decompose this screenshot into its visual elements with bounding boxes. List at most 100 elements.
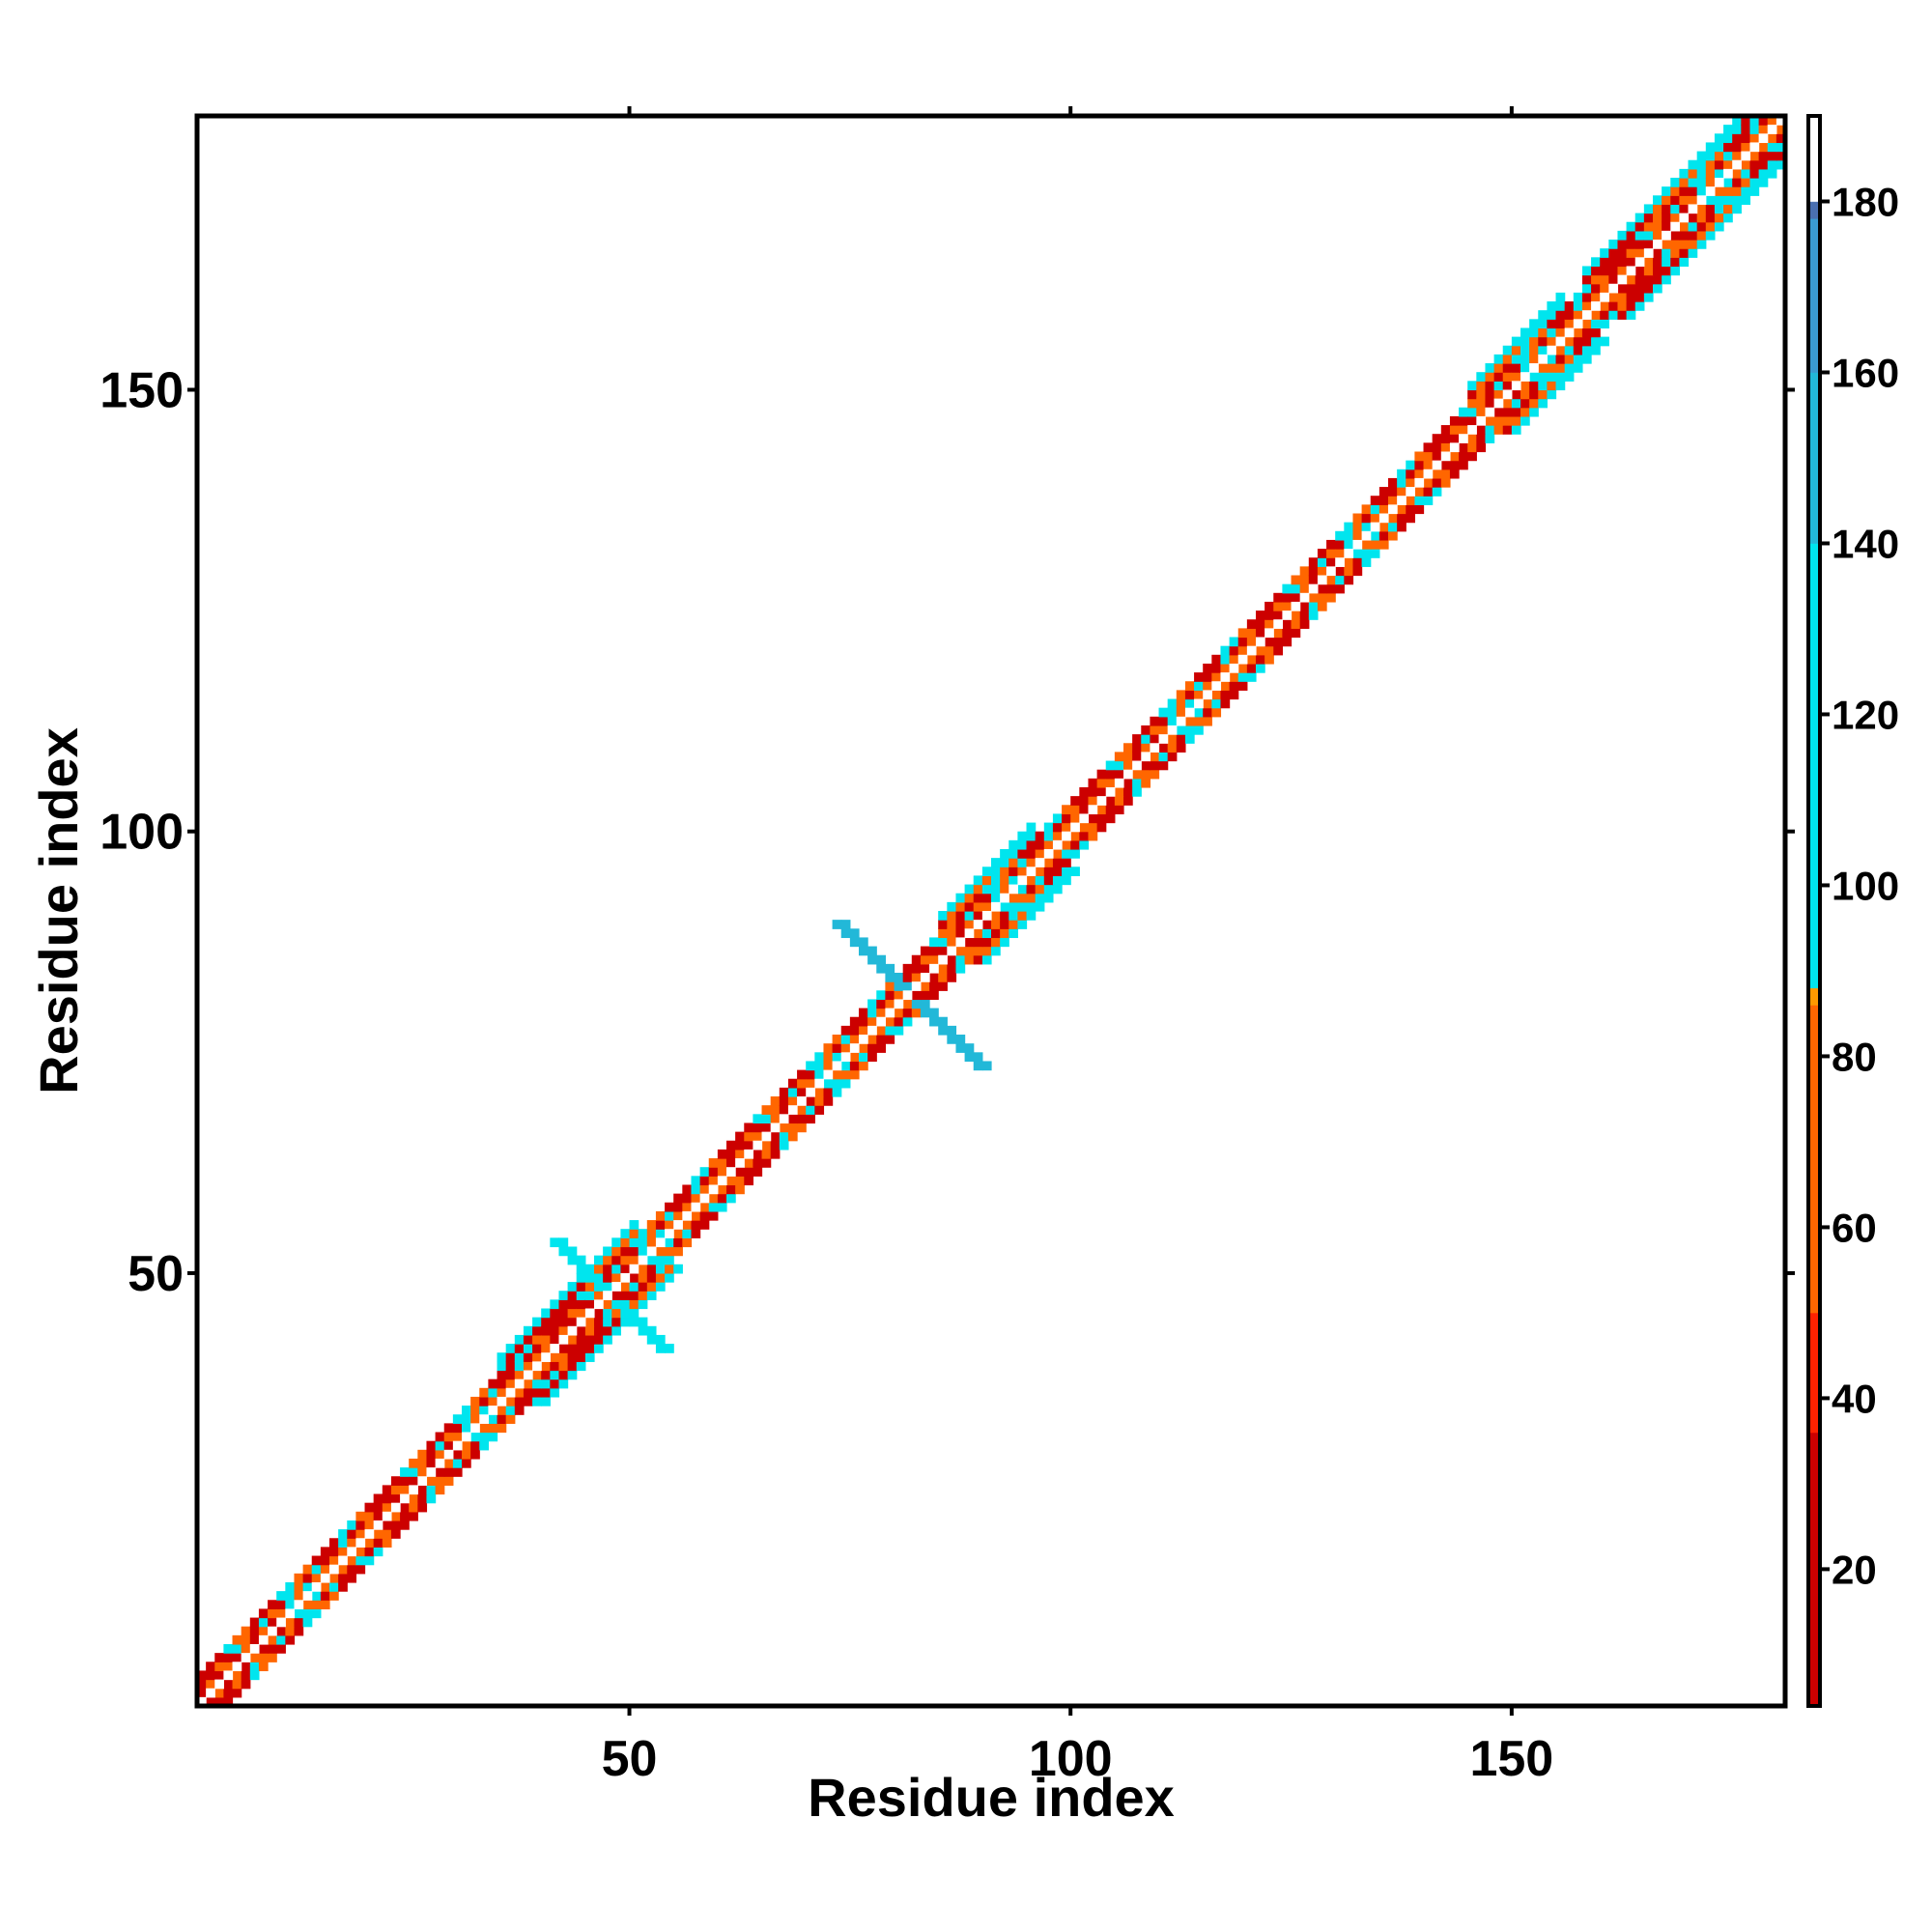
heatmap-cell [1176,690,1186,700]
heatmap-cell [523,1396,533,1406]
heatmap-cell [1026,831,1037,841]
heatmap-cell [1529,327,1539,338]
heatmap-cell [249,1670,260,1681]
heatmap-cell [1696,151,1707,161]
heatmap-cell [1705,142,1716,153]
heatmap-cell [1591,301,1601,311]
heatmap-cell [1388,513,1398,524]
heatmap-cell [364,1511,375,1521]
heatmap-cell [523,1370,533,1380]
heatmap-cell [1511,372,1521,382]
heatmap-cell [1520,336,1530,347]
heatmap-cell [443,1476,454,1486]
heatmap-cell [532,1378,542,1389]
heatmap-cell [1617,240,1628,249]
heatmap-cell [885,999,895,1009]
heatmap-cell [1573,310,1583,320]
heatmap-cell [973,893,983,903]
heatmap-cell [717,1167,727,1177]
heatmap-cell [550,1325,560,1336]
heatmap-cell [232,1662,242,1672]
heatmap-cell [488,1387,498,1398]
heatmap-cell [1009,867,1018,877]
heatmap-cell [991,858,1001,867]
heatmap-cell [302,1591,313,1601]
heatmap-cell [1167,734,1178,744]
heatmap-cell [682,1229,693,1238]
heatmap-cell [885,1025,895,1036]
heatmap-cell [417,1493,428,1504]
heatmap-cell [1653,204,1662,214]
heatmap-cell [320,1555,330,1566]
heatmap-cell [541,1396,551,1406]
heatmap-cell [1670,248,1680,258]
heatmap-cell [1123,778,1133,788]
heatmap-cell [214,1670,224,1681]
heatmap-cell [1150,752,1160,762]
heatmap-cell [832,920,842,929]
heatmap-cell [550,1352,560,1362]
heatmap-cell [1141,752,1151,762]
heatmap-cell [355,1547,366,1557]
heatmap-cell [823,1043,834,1053]
heatmap-cell [1485,398,1495,409]
heatmap-cell [779,1122,789,1133]
heatmap-cell [1211,698,1222,709]
heatmap-cell [964,928,975,939]
heatmap-cell [1062,813,1071,824]
heatmap-cell [443,1449,454,1460]
heatmap-cell [594,1272,604,1283]
heatmap-cell [497,1378,507,1389]
heatmap-cell [558,1344,569,1353]
heatmap-cell [497,1396,507,1406]
heatmap-cell [241,1643,251,1654]
heatmap-cell [655,1282,666,1292]
heatmap-cell [1132,734,1142,744]
heatmap-cell [1723,133,1733,144]
heatmap-cell [682,1237,693,1248]
heatmap-cell [276,1617,286,1628]
heatmap-cell [964,1052,975,1063]
heatmap-cell [673,1229,683,1238]
heatmap-cell [1070,822,1080,833]
heatmap-cell [1423,469,1434,479]
heatmap-cell [1397,513,1406,524]
heatmap-cell [1352,522,1363,532]
heatmap-cell [1732,204,1742,214]
heatmap-cell [550,1308,560,1319]
heatmap-cell [1388,522,1398,532]
heatmap-cell [1573,292,1583,302]
heatmap-cell [479,1414,489,1424]
heatmap-cell [1555,381,1566,391]
heatmap-cell [1714,195,1724,206]
heatmap-cell [947,963,957,974]
heatmap-cell [311,1555,322,1566]
heatmap-cell [955,963,966,974]
heatmap-cell [1476,407,1487,417]
heatmap-cell [947,901,957,912]
heatmap-cell [611,1325,621,1336]
heatmap-cell [1158,760,1169,771]
heatmap-cell [1555,319,1566,329]
heatmap-cell [1317,566,1327,577]
heatmap-cell [1264,645,1274,656]
heatmap-cell [382,1538,392,1548]
heatmap-cell [1299,566,1310,577]
heatmap-cell [435,1449,445,1460]
heatmap-cell [302,1573,313,1583]
heatmap-cell [329,1573,339,1583]
heatmap-cell [646,1272,657,1283]
heatmap-cell [1035,839,1045,850]
heatmap-cell [1520,363,1530,373]
heatmap-cell [603,1317,612,1327]
heatmap-cell [1043,831,1054,841]
heatmap-cell [1653,230,1662,241]
heatmap-cell [673,1220,683,1230]
heatmap-cell [1696,204,1707,214]
heatmap-cell [1009,848,1018,859]
heatmap-cell [638,1291,648,1300]
heatmap-cell [497,1387,507,1398]
heatmap-cell [258,1653,269,1662]
heatmap-cell [1035,875,1045,886]
heatmap-cell [223,1643,234,1654]
